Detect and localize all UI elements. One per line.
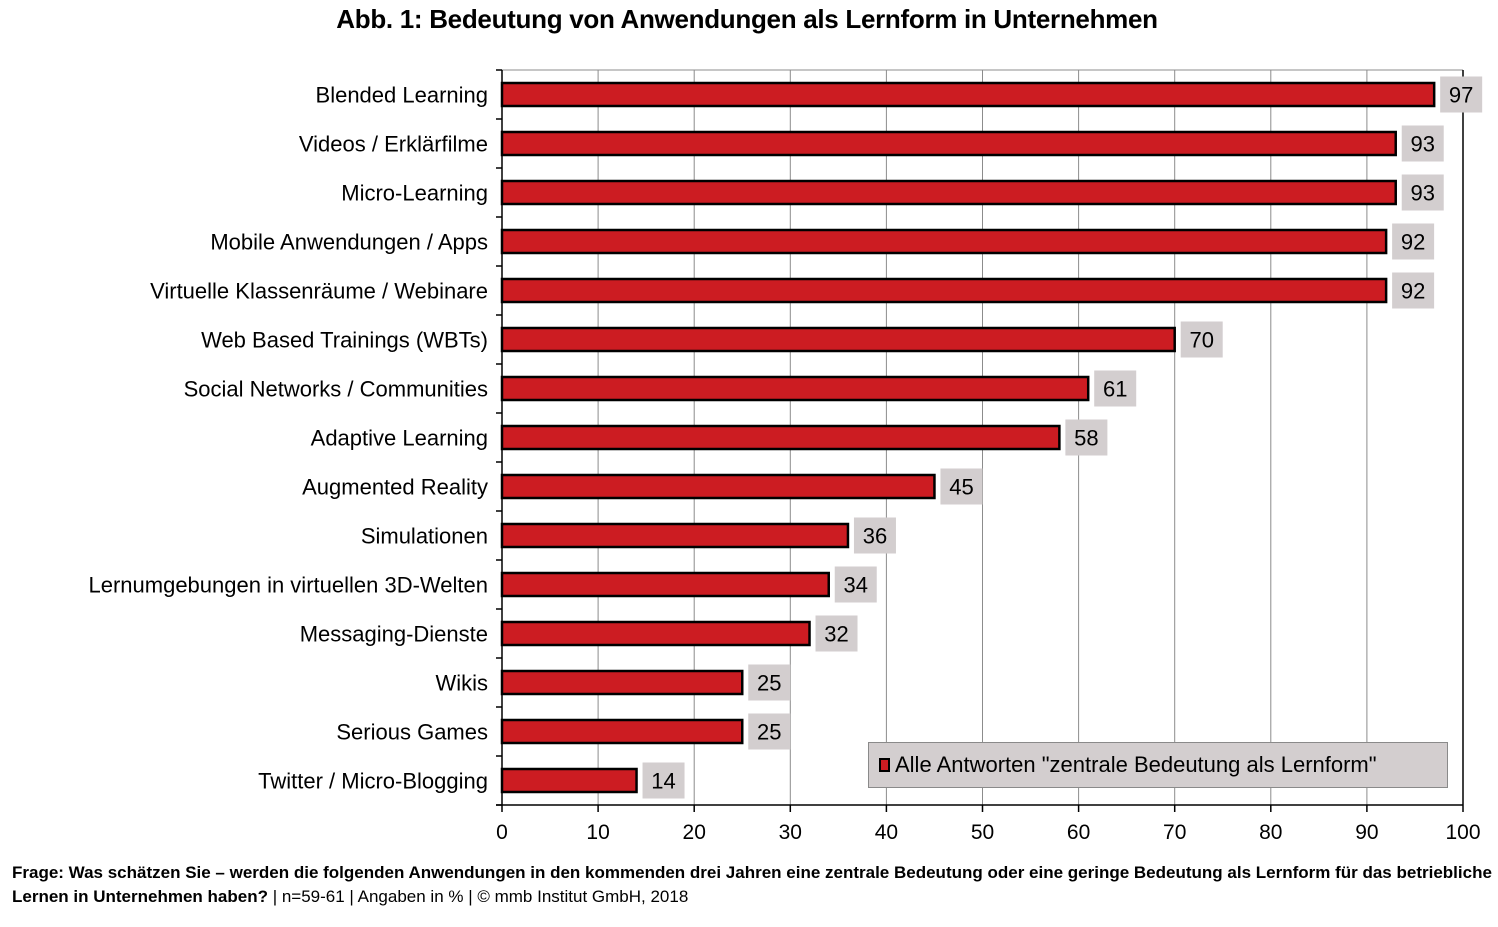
category-label: Virtuelle Klassenräume / Webinare (150, 279, 488, 304)
category-label: Lernumgebungen in virtuellen 3D-Welten (88, 573, 488, 598)
data-label: 34 (843, 573, 867, 598)
x-tick-label: 10 (586, 821, 609, 844)
data-label: 97 (1449, 83, 1473, 108)
data-label-background (1392, 223, 1435, 260)
bar (500, 130, 1397, 157)
data-label-background (748, 713, 791, 750)
data-label-background (1401, 174, 1444, 211)
x-tick-label: 30 (779, 821, 802, 844)
legend-swatch (879, 758, 890, 772)
category-label: Wikis (435, 671, 488, 696)
bar (500, 424, 1061, 451)
data-label: 58 (1074, 426, 1098, 451)
footnote: Frage: Was schätzen Sie – werden die fol… (12, 861, 1498, 909)
category-label: Simulationen (361, 524, 488, 549)
category-label: Web Based Trainings (WBTs) (201, 328, 488, 353)
data-label: 45 (949, 475, 973, 500)
data-label: 32 (824, 622, 848, 647)
bar (500, 571, 830, 598)
data-label-background (1094, 370, 1137, 407)
bar (500, 620, 811, 647)
data-label-background (748, 664, 791, 701)
x-tick-label: 70 (1163, 821, 1186, 844)
data-label-background (940, 468, 983, 505)
category-label: Micro-Learning (341, 181, 488, 206)
data-label-background (853, 517, 896, 554)
bar (500, 326, 1176, 353)
bar (500, 473, 936, 500)
x-tick-label: 20 (683, 821, 706, 844)
bar (500, 522, 850, 549)
data-label: 70 (1189, 328, 1213, 353)
category-label: Adaptive Learning (311, 426, 488, 451)
data-label: 25 (757, 671, 781, 696)
x-tick-label: 40 (875, 821, 898, 844)
data-label: 25 (757, 720, 781, 745)
data-label: 93 (1410, 132, 1434, 157)
x-tick-label: 50 (971, 821, 994, 844)
category-label: Twitter / Micro-Blogging (258, 769, 488, 794)
data-label-background (1440, 76, 1483, 113)
bar (500, 767, 638, 794)
bar (500, 277, 1388, 304)
category-label: Mobile Anwendungen / Apps (210, 230, 488, 255)
x-tick-label: 80 (1259, 821, 1282, 844)
x-tick-label: 90 (1355, 821, 1378, 844)
category-label: Blended Learning (316, 83, 488, 108)
category-label: Messaging-Dienste (300, 622, 488, 647)
bar (500, 179, 1397, 206)
chart-title: Abb. 1: Bedeutung von Anwendungen als Le… (336, 4, 1158, 34)
data-label: 61 (1103, 377, 1127, 402)
data-label: 93 (1410, 181, 1434, 206)
category-label: Serious Games (336, 720, 488, 745)
footnote-question: Frage: Was schätzen Sie – werden die fol… (12, 863, 1492, 906)
data-label: 14 (651, 769, 675, 794)
axes (496, 69, 1464, 812)
category-label: Augmented Reality (302, 475, 488, 500)
data-label-background (1180, 321, 1223, 358)
x-tick-label: 60 (1067, 821, 1090, 844)
labels: 0 10 20 30 40 50 60 70 80 90 100 Blended Learning 97… (88, 76, 1483, 844)
data-label-background (1392, 272, 1435, 309)
bar (500, 669, 744, 696)
x-tick-label: 100 (1445, 821, 1480, 844)
bar (500, 228, 1388, 255)
data-label: 92 (1401, 279, 1425, 304)
legend: Alle Antworten "zentrale Bedeutung als L… (868, 742, 1448, 788)
bar (500, 81, 1436, 108)
data-label-background (642, 762, 685, 799)
bar (500, 375, 1090, 402)
data-label-background (1401, 125, 1444, 162)
x-tick-label: 0 (496, 821, 508, 844)
bar (500, 718, 744, 745)
data-label: 92 (1401, 230, 1425, 255)
bars (500, 81, 1436, 794)
data-label-background (1065, 419, 1108, 456)
category-label: Social Networks / Communities (184, 377, 488, 402)
category-label: Videos / Erklärfilme (299, 132, 488, 157)
data-label-background (834, 566, 877, 603)
footnote-meta: | n=59-61 | Angaben in % | © mmb Institu… (267, 887, 689, 906)
data-label-background (815, 615, 858, 652)
data-label: 36 (863, 524, 887, 549)
legend-label: Alle Antworten "zentrale Bedeutung als L… (895, 752, 1377, 777)
